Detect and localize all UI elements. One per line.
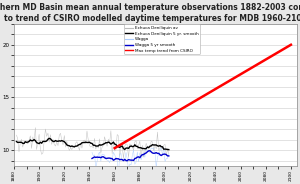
Legend: Echuca Deniliquin av, Echuca Deniliquin 5 yr. smooth, Wagga, Wagga 5 yr smooth, : Echuca Deniliquin av, Echuca Deniliquin … [124,24,200,54]
Title: Southern MD Basin mean annual temperature observations 1882-2003 compared
to tre: Southern MD Basin mean annual temperatur… [0,3,300,23]
